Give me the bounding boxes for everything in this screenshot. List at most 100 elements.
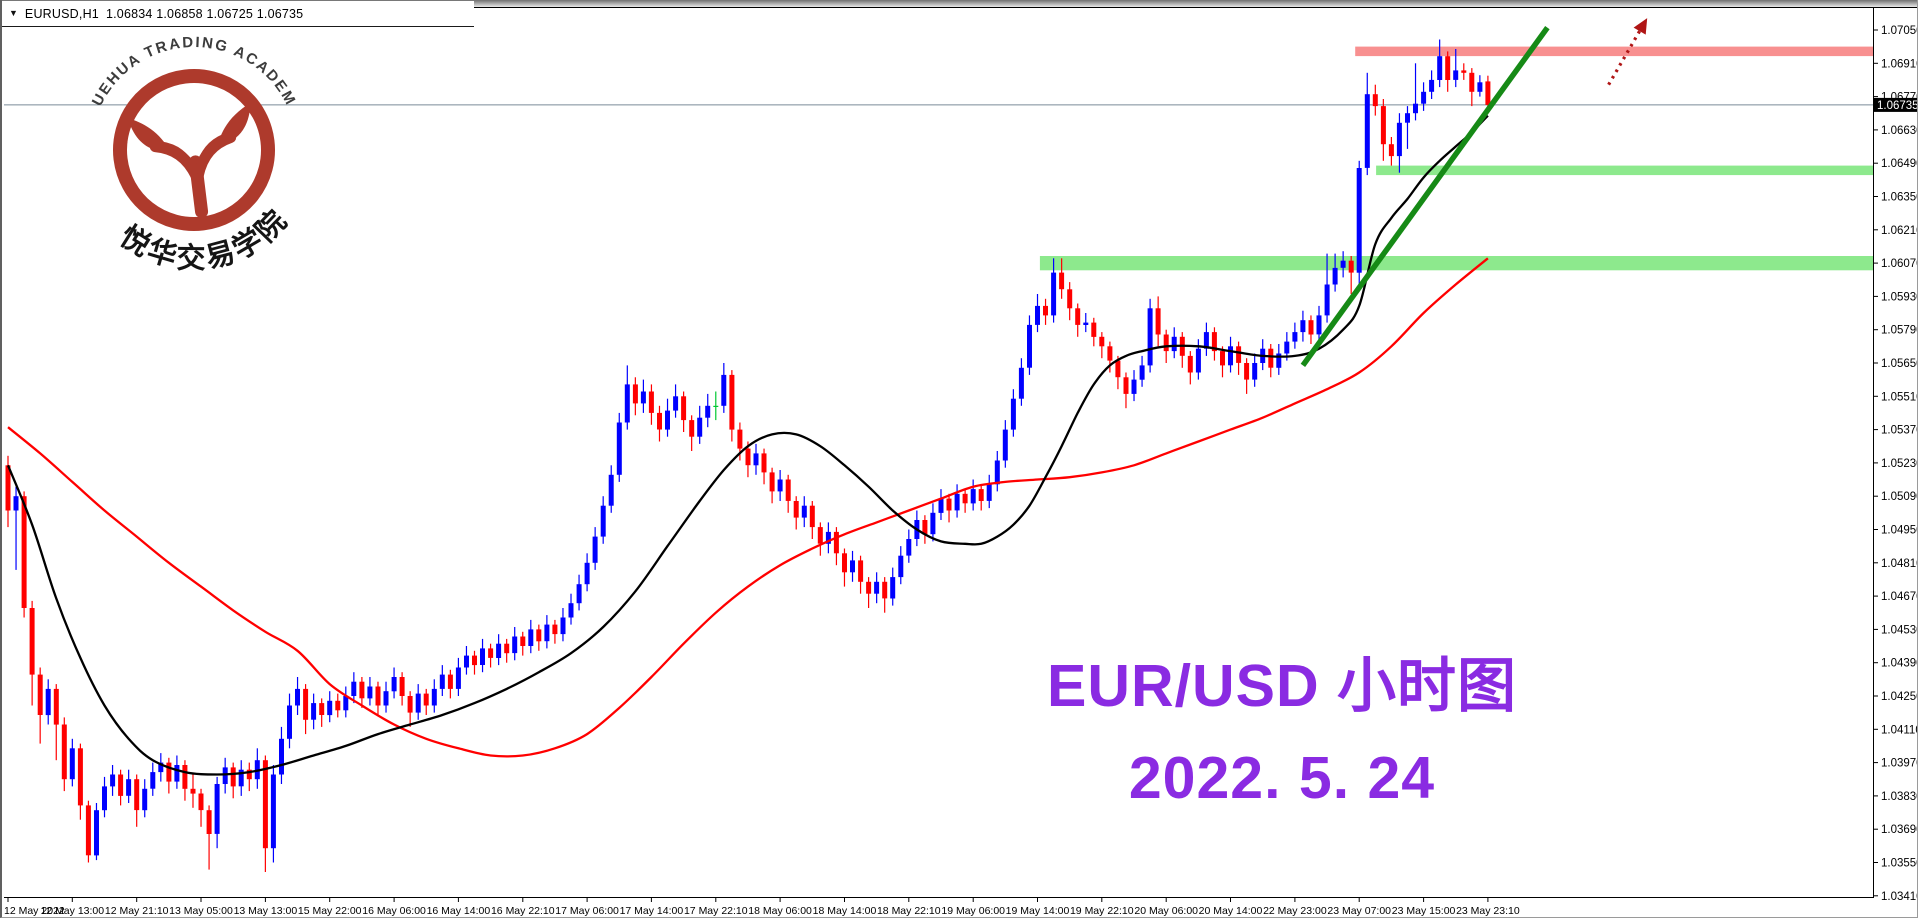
x-axis-label: 16 May 14:00: [427, 905, 491, 917]
candle-body: [665, 410, 670, 430]
projection-arrowhead-icon: [1633, 18, 1648, 35]
y-axis-label: 1.05510: [1881, 391, 1918, 403]
candle-body: [1453, 70, 1459, 80]
candle-body: [1268, 348, 1274, 368]
candle-body: [1107, 346, 1113, 361]
candle-body: [1010, 398, 1016, 430]
y-axis-label: 1.06210: [1881, 225, 1918, 237]
candle-body: [447, 674, 453, 689]
price-zones: [1039, 46, 1873, 271]
candle-body: [287, 705, 292, 739]
candle-body: [1388, 144, 1394, 157]
candle-body: [1244, 363, 1250, 380]
candle-body: [77, 748, 83, 806]
candle-body: [882, 581, 888, 599]
candle-body: [5, 465, 11, 511]
candle-body: [858, 560, 864, 582]
candle-body: [85, 805, 91, 856]
y-axis-label: 1.03550: [1881, 858, 1918, 870]
y-axis-label: 1.05790: [1881, 325, 1918, 337]
candle-body: [150, 772, 156, 789]
candle-body: [262, 760, 268, 849]
candle-body: [898, 555, 904, 578]
candle-body: [640, 391, 646, 404]
candle-body: [978, 489, 984, 501]
y-axis-label: 1.06070: [1881, 258, 1918, 270]
candle-body: [1236, 346, 1242, 363]
candle-body: [488, 648, 494, 658]
candle-body: [1059, 272, 1065, 290]
candle-body: [1018, 367, 1024, 399]
candle-body: [938, 498, 944, 513]
candle-body: [53, 688, 59, 725]
y-axis-label: 1.06910: [1881, 58, 1918, 70]
candle-body: [407, 696, 413, 713]
x-axis-label: 23 May 07:00: [1327, 905, 1391, 917]
candle-body: [29, 608, 35, 675]
candle-body: [158, 762, 164, 773]
x-axis-label: 12 May 13:00: [40, 905, 104, 917]
x-axis-label: 20 May 06:00: [1134, 905, 1198, 917]
candle-body: [528, 629, 534, 646]
candle-body: [295, 688, 300, 706]
candle-body: [1211, 332, 1217, 352]
current-price-tag: 1.06735: [1874, 97, 1918, 112]
x-axis-label: 18 May 14:00: [813, 905, 877, 917]
trendline[interactable]: [1300, 25, 1550, 368]
svg-text:1.06735: 1.06735: [1877, 100, 1918, 112]
x-axis-label: 19 May 14:00: [1006, 905, 1070, 917]
candle-body: [1316, 315, 1322, 335]
candle-body: [69, 748, 75, 780]
candle-body: [520, 636, 526, 646]
y-axis-label: 1.03690: [1881, 824, 1918, 836]
x-axis-label: 17 May 06:00: [555, 905, 619, 917]
candle-body: [970, 489, 976, 504]
candle-body: [930, 512, 936, 535]
candle-body: [1300, 320, 1306, 333]
candle-body: [1380, 106, 1386, 145]
x-axis-label: 19 May 22:10: [1070, 905, 1134, 917]
x-axis-label: 17 May 14:00: [620, 905, 684, 917]
candle-body: [1276, 353, 1282, 368]
candle-body: [383, 691, 389, 706]
candle-body: [689, 420, 695, 437]
y-axis[interactable]: 1.070501.069101.067701.066301.064901.063…: [1873, 25, 1918, 903]
resistance-zone[interactable]: [1355, 46, 1873, 57]
candle-body: [45, 688, 51, 716]
candle-body: [399, 677, 405, 696]
y-axis-label: 1.05230: [1881, 458, 1918, 470]
candle-body: [94, 810, 99, 856]
candle-body: [21, 496, 27, 608]
candle-body: [1115, 360, 1121, 378]
candle-body: [922, 520, 928, 535]
candle-body: [616, 422, 622, 475]
candle-body: [1195, 348, 1201, 373]
candle-body: [311, 703, 317, 720]
support-zone-2[interactable]: [1376, 165, 1873, 176]
y-axis-label: 1.04670: [1881, 591, 1918, 603]
candle-body: [1332, 267, 1338, 285]
candle-body: [1364, 94, 1370, 168]
candle-body: [906, 539, 912, 556]
x-axis-label: 15 May 22:00: [298, 905, 362, 917]
candle-body: [1461, 70, 1467, 73]
candle-body: [455, 667, 461, 689]
candle-body: [769, 472, 775, 492]
candle-body: [721, 374, 727, 406]
candle-body: [61, 724, 67, 780]
candle-body: [110, 774, 116, 787]
y-axis-label: 1.06630: [1881, 125, 1918, 137]
candle-body: [375, 686, 381, 706]
chart-title-bar[interactable]: ▼ EURUSD,H1 1.06834 1.06858 1.06725 1.06…: [2, 1, 474, 27]
candle-body: [126, 779, 132, 796]
candle-body: [713, 405, 719, 407]
collapse-triangle-icon[interactable]: ▼: [9, 8, 18, 18]
support-zone-1[interactable]: [1039, 256, 1873, 271]
candle-body: [102, 786, 107, 811]
y-axis-label: 1.06350: [1881, 192, 1918, 204]
candle-body: [673, 396, 679, 411]
candle-body: [681, 396, 687, 421]
y-axis-label: 1.04530: [1881, 624, 1918, 636]
